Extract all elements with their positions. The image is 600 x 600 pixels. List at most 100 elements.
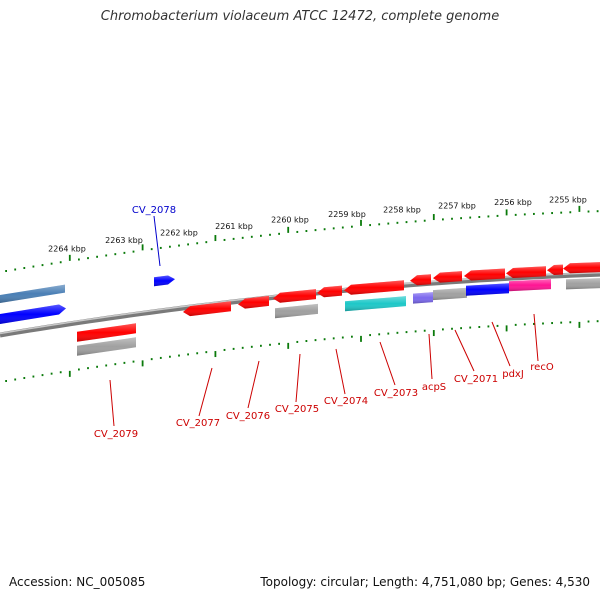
minor-tick (278, 232, 280, 235)
minor-tick (442, 218, 444, 221)
gene-feature-shading (154, 275, 175, 287)
minor-tick (323, 228, 326, 231)
minor-tick (260, 344, 262, 347)
major-tick (578, 321, 581, 328)
minor-tick (96, 255, 98, 258)
gene-feature-shading (433, 271, 462, 283)
minor-tick (23, 267, 26, 270)
minor-tick (250, 235, 253, 238)
minor-tick (14, 378, 17, 381)
gene-label[interactable]: CV_2073 (374, 388, 418, 399)
minor-tick (178, 354, 180, 357)
minor-tick (587, 320, 590, 323)
minor-tick (114, 363, 117, 366)
gene-labels: CV_2078 CV_2079 CV_2077 CV_2076 CV_2075 CV_20… (94, 205, 554, 440)
gene-label[interactable]: CV_2074 (324, 396, 368, 407)
gene-label[interactable]: CV_2076 (226, 411, 270, 422)
genome-summary-text: Topology: circular; Length: 4,751,080 bp… (260, 575, 590, 589)
minor-tick (269, 233, 271, 236)
major-tick (287, 342, 290, 349)
minor-tick (278, 342, 280, 345)
minor-tick (332, 227, 335, 230)
gene-label[interactable]: recO (530, 362, 554, 373)
gene-feature-shading (183, 301, 231, 317)
minor-tick (296, 230, 299, 233)
minor-tick (469, 326, 472, 329)
minor-tick (314, 229, 317, 232)
gene-feature-shading (77, 323, 136, 342)
minor-tick (569, 321, 572, 324)
minor-tick (405, 331, 408, 334)
label-leaders (109, 215, 539, 427)
minor-tick (414, 220, 417, 223)
minor-tick (87, 367, 89, 370)
gene-label[interactable]: CV_2079 (94, 429, 138, 440)
gene-label[interactable]: CV_2077 (176, 418, 220, 429)
minor-tick (223, 348, 226, 351)
tick-label: 2264 kbp (48, 244, 86, 253)
minor-tick (387, 332, 390, 335)
major-tick (432, 214, 435, 221)
minor-tick (514, 213, 517, 216)
minor-tick (314, 339, 317, 342)
gene-feature-shading (506, 266, 546, 278)
gene-feature-shading (563, 262, 600, 274)
minor-tick (478, 325, 481, 328)
gene-label[interactable]: CV_2078 (132, 205, 176, 216)
minor-tick (523, 213, 526, 216)
minor-tick (23, 377, 26, 380)
gene-feature-shading (509, 279, 551, 292)
minor-tick (59, 261, 62, 264)
minor-tick (478, 215, 481, 218)
minor-tick (514, 323, 517, 326)
gene-label[interactable]: CV_2071 (454, 374, 498, 385)
gene-feature-shading (317, 285, 342, 298)
label-leader-line (335, 348, 346, 395)
tick-label: 2258 kbp (383, 205, 421, 214)
minor-tick (260, 234, 262, 237)
minor-tick (423, 329, 426, 332)
major-tick (141, 244, 144, 251)
gene-feature-shading (566, 278, 600, 290)
minor-tick (460, 217, 462, 220)
minor-tick (41, 374, 44, 377)
gene-feature-shading (77, 337, 136, 356)
minor-tick (123, 361, 126, 364)
minor-tick (114, 253, 117, 256)
gene-label[interactable]: pdxJ (502, 369, 524, 380)
label-leader-line (198, 367, 213, 417)
minor-tick (50, 262, 53, 265)
minor-tick (523, 323, 526, 326)
minor-tick (451, 327, 453, 330)
major-tick (578, 205, 581, 212)
minor-tick (196, 352, 199, 355)
label-leader-line (379, 341, 396, 386)
gene-label[interactable]: CV_2075 (275, 404, 319, 415)
minor-tick (132, 360, 135, 363)
minor-tick (50, 372, 53, 375)
gene-feature-shading (345, 296, 406, 312)
minor-tick (496, 214, 499, 217)
major-tick (68, 370, 71, 377)
minor-tick (159, 246, 162, 249)
label-leader-line (454, 329, 475, 372)
tick-label: 2255 kbp (549, 195, 587, 204)
gene-feature-shading (0, 304, 66, 324)
minor-tick (178, 244, 180, 247)
major-tick (432, 330, 435, 337)
minor-tick (551, 212, 553, 215)
gene-label[interactable]: acpS (422, 382, 446, 393)
label-leader-line (109, 379, 115, 427)
minor-tick (105, 254, 108, 257)
minor-tick (323, 338, 326, 341)
minor-tick (123, 251, 126, 254)
minor-tick (32, 265, 35, 268)
minor-tick (5, 269, 7, 272)
minor-tick (596, 210, 599, 213)
minor-tick (341, 226, 344, 229)
minor-tick (169, 245, 171, 248)
minor-tick (232, 347, 235, 350)
minor-tick (533, 212, 535, 215)
minor-tick (150, 358, 153, 361)
minor-tick (369, 334, 371, 337)
